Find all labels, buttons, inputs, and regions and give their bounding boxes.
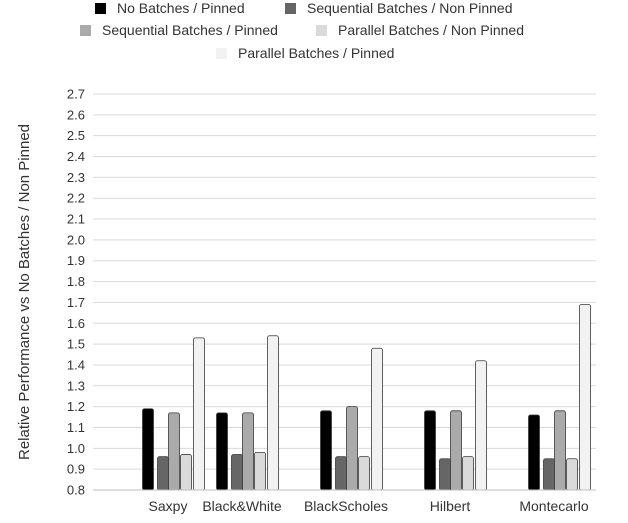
bar-black-white-sequential-batches-non-pinned xyxy=(231,454,243,491)
y-tick-label: 2.6 xyxy=(67,107,85,122)
bar-black-white-sequential-batches-pinned xyxy=(242,412,254,491)
legend: No Batches / Pinned Sequential Batches / … xyxy=(80,0,524,61)
bar-hilbert-sequential-batches-non-pinned xyxy=(439,458,451,491)
x-category-label: Saxpy xyxy=(149,498,188,514)
y-tick-label: 1.8 xyxy=(67,274,85,289)
y-tick-label: 2.4 xyxy=(67,149,85,164)
y-axis-label: Relative Performance vs No Batches / Non… xyxy=(16,124,33,460)
bar-montecarlo-no-batches-pinned xyxy=(528,414,540,491)
bar-black-white-no-batches-pinned xyxy=(216,412,228,491)
gridlines xyxy=(93,93,596,491)
bar-blackscholes-parallel-batches-pinned xyxy=(371,347,383,491)
legend-swatch xyxy=(285,3,296,14)
y-tick-label: 1.3 xyxy=(67,378,85,393)
bar-hilbert-parallel-batches-pinned xyxy=(475,360,487,491)
legend-swatch xyxy=(316,25,327,36)
y-tick-label: 2.0 xyxy=(67,232,85,247)
bar-montecarlo-parallel-batches-pinned xyxy=(579,304,591,491)
bar-saxpy-parallel-batches-non-pinned xyxy=(180,454,192,491)
bar-saxpy-no-batches-pinned xyxy=(142,408,154,491)
bar-black-white-parallel-batches-non-pinned xyxy=(254,452,266,491)
y-tick-label: 1.6 xyxy=(67,316,85,331)
y-tick-label: 2.2 xyxy=(67,191,85,206)
y-tick-label: 0.8 xyxy=(67,483,85,498)
x-category-label: BlackScholes xyxy=(304,498,388,514)
bar-blackscholes-sequential-batches-pinned xyxy=(346,406,358,491)
bar-montecarlo-sequential-batches-pinned xyxy=(554,410,566,491)
y-tick-label: 1.0 xyxy=(67,441,85,456)
bar-montecarlo-sequential-batches-non-pinned xyxy=(543,458,555,491)
y-tick-label: 1.9 xyxy=(67,253,85,268)
y-tick-label: 1.5 xyxy=(67,337,85,352)
y-tick-label: 0.9 xyxy=(67,462,85,477)
y-tick-label: 1.7 xyxy=(67,295,85,310)
legend-swatch xyxy=(216,48,227,59)
y-tick-label: 2.1 xyxy=(67,212,85,227)
bar-black-white-parallel-batches-pinned xyxy=(267,335,279,491)
bars xyxy=(142,304,591,491)
x-axis-categories: Saxpy Black&White BlackScholes Hilbert Monte… xyxy=(149,498,589,514)
bar-saxpy-parallel-batches-pinned xyxy=(193,337,205,491)
bar-blackscholes-sequential-batches-non-pinned xyxy=(335,456,347,491)
x-category-label: Hilbert xyxy=(430,498,471,514)
bar-saxpy-sequential-batches-pinned xyxy=(168,412,180,491)
legend-label: Parallel Batches / Non Pinned xyxy=(338,22,524,38)
bar-blackscholes-no-batches-pinned xyxy=(320,410,332,491)
legend-swatch xyxy=(80,25,91,36)
legend-label: No Batches / Pinned xyxy=(117,0,245,16)
bar-montecarlo-parallel-batches-non-pinned xyxy=(566,458,578,491)
y-tick-label: 1.2 xyxy=(67,399,85,414)
bar-hilbert-parallel-batches-non-pinned xyxy=(462,456,474,491)
y-tick-label: 1.1 xyxy=(67,420,85,435)
legend-label: Sequential Batches / Non Pinned xyxy=(307,0,512,16)
bar-hilbert-no-batches-pinned xyxy=(424,410,436,491)
legend-label: Sequential Batches / Pinned xyxy=(102,22,278,38)
y-tick-label: 2.7 xyxy=(67,87,85,102)
y-tick-label: 2.3 xyxy=(67,170,85,185)
x-category-label: Black&White xyxy=(202,498,282,514)
bar-hilbert-sequential-batches-pinned xyxy=(450,410,462,491)
y-tick-label: 2.5 xyxy=(67,128,85,143)
legend-swatch xyxy=(95,3,106,14)
y-tick-label: 1.4 xyxy=(67,357,85,372)
bar-saxpy-sequential-batches-non-pinned xyxy=(157,456,169,491)
x-category-label: Montecarlo xyxy=(519,498,588,514)
legend-label: Parallel Batches / Pinned xyxy=(238,45,394,61)
y-axis-ticks: 0.8 0.9 1.0 1.1 1.2 1.3 1.4 1.5 1.6 1.7 1.8 1.9 2.0 2… xyxy=(67,87,85,498)
bar-blackscholes-parallel-batches-non-pinned xyxy=(358,456,370,491)
